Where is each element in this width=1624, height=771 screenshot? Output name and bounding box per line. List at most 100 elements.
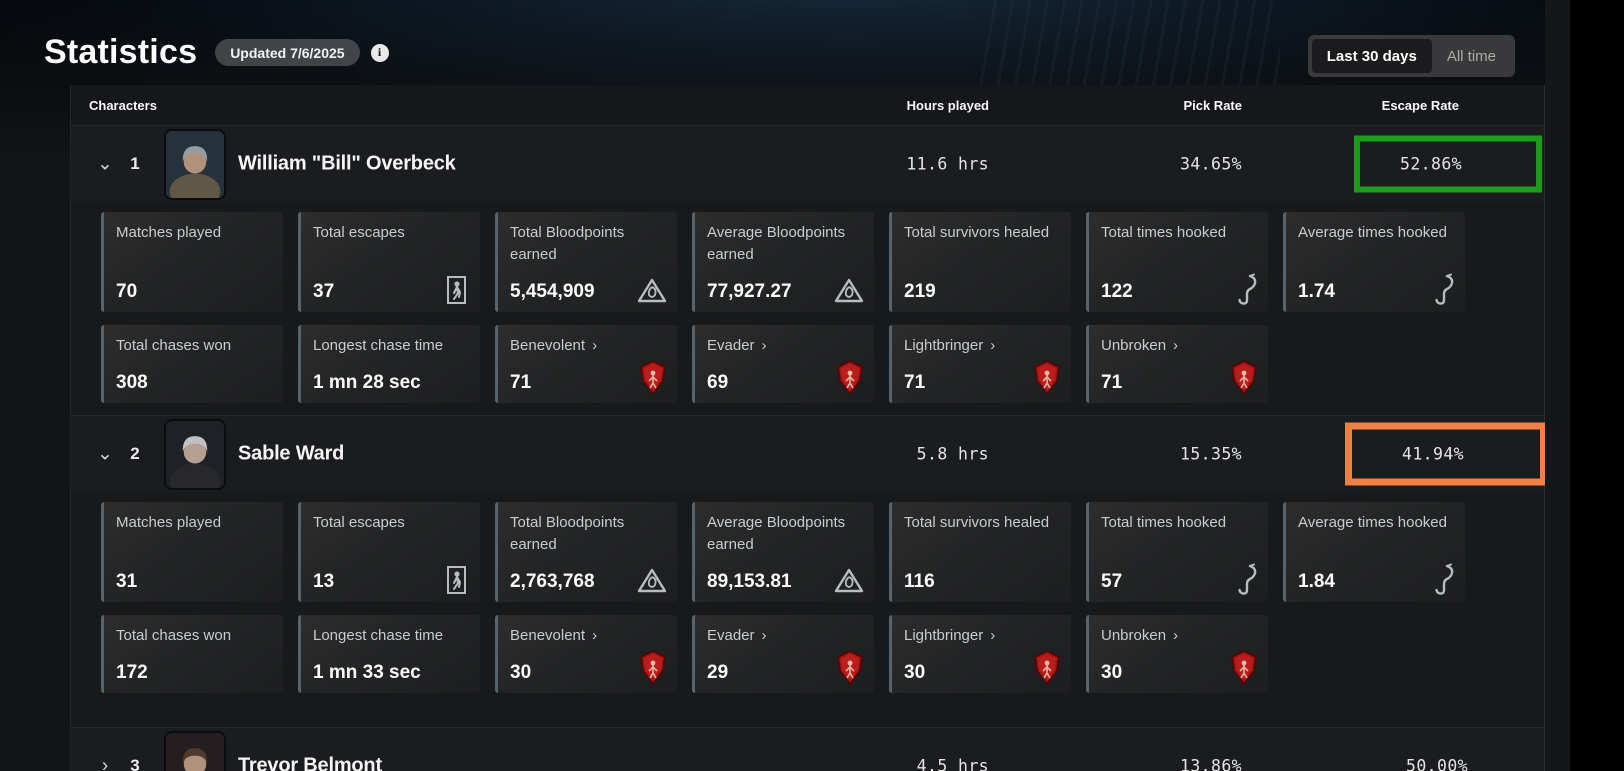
stat-card: Matches played 31 — [101, 502, 283, 602]
character-name: Sable Ward — [238, 442, 345, 465]
stat-label: Total chases won — [116, 337, 232, 354]
stat-card: Average times hooked 1.74 — [1283, 212, 1465, 312]
emblem-icon — [1227, 650, 1259, 686]
stat-card: Average Bloodpoints earned 89,153.81 — [692, 502, 874, 602]
character-rows: ⌄ 1 William "Bill" Overbeck 11.6 hrs 34.… — [71, 125, 1547, 771]
stat-card: Total times hooked 57 — [1086, 502, 1268, 602]
stat-card: Total times hooked 122 — [1086, 212, 1268, 312]
stat-label: Matches played — [116, 224, 222, 241]
stat-card: Longest chase time 1 mn 33 sec — [298, 615, 480, 693]
character-section: ⌄ 2 Sable Ward 5.8 hrs 15.35% 41.94% Mat… — [71, 415, 1547, 727]
escape-door-icon — [439, 271, 471, 305]
stat-value: 29 — [707, 662, 729, 683]
stat-card: Total survivors healed 219 — [889, 212, 1071, 312]
stat-label: Total escapes — [313, 514, 405, 531]
character-row[interactable]: › 3 Trevor Belmont 4.5 hrs 13.86% 50.00% — [71, 727, 1544, 771]
stat-value: 219 — [904, 281, 936, 302]
hook-icon — [1424, 561, 1456, 595]
stat-value: 37 — [313, 281, 335, 302]
stat-value: 77,927.27 — [707, 281, 792, 302]
app-window: Statistics Updated 7/6/2025 i Last 30 da… — [0, 0, 1570, 771]
emblem-link-card[interactable]: Benevolent › 71 — [495, 325, 677, 403]
column-header-hours-played: Hours played — [906, 98, 989, 113]
character-portrait — [164, 129, 226, 200]
chevron-right-icon: › — [592, 627, 598, 644]
emblem-icon — [636, 360, 668, 396]
character-name: Trevor Belmont — [238, 754, 382, 771]
stat-value: 2,763,768 — [510, 571, 595, 592]
stat-value: 57 — [1101, 571, 1123, 592]
chevron-down-icon[interactable]: ⌄ — [97, 153, 113, 175]
stat-cards: Matches played 31 Total escapes 13 Total… — [71, 492, 1544, 727]
table-header-row: Characters Hours played Pick Rate Escape… — [71, 85, 1544, 125]
stat-label: Longest chase time — [313, 627, 444, 644]
chevron-right-icon: › — [1173, 337, 1179, 354]
stat-label: Total times hooked — [1101, 514, 1227, 531]
character-portrait — [164, 419, 226, 490]
stat-card: Total escapes 13 — [298, 502, 480, 602]
stat-card: Total escapes 37 — [298, 212, 480, 312]
character-row[interactable]: ⌄ 2 Sable Ward 5.8 hrs 15.35% 41.94% — [71, 415, 1547, 492]
chevron-right-icon[interactable]: › — [101, 755, 109, 771]
hook-icon — [1227, 561, 1259, 595]
character-row[interactable]: ⌄ 1 William "Bill" Overbeck 11.6 hrs 34.… — [71, 125, 1544, 202]
stat-value: 1.84 — [1298, 571, 1335, 592]
character-rank: 1 — [130, 154, 140, 173]
toggle-all-time[interactable]: All time — [1446, 47, 1496, 65]
emblem-link-card[interactable]: Unbroken › 30 — [1086, 615, 1268, 693]
stat-value: 1 mn 28 sec — [313, 372, 421, 393]
pick-rate-value: 15.35% — [1179, 444, 1242, 464]
statistics-table: Characters Hours played Pick Rate Escape… — [70, 85, 1547, 771]
stat-card: Matches played 70 — [101, 212, 283, 312]
hours-played-value: 4.5 hrs — [916, 756, 989, 771]
stat-value: 122 — [1101, 281, 1133, 302]
stat-label: Total survivors healed — [904, 224, 1050, 241]
emblem-link-card[interactable]: Evader › 29 — [692, 615, 874, 693]
emblem-icon — [1030, 360, 1062, 396]
emblem-link-card[interactable]: Unbroken › 71 — [1086, 325, 1268, 403]
stat-value: 89,153.81 — [707, 571, 792, 592]
column-header-characters: Characters — [89, 98, 157, 113]
stat-label: Lightbringer — [904, 627, 984, 644]
stat-value: 116 — [904, 571, 935, 592]
stat-label: Total Bloodpoints earned — [510, 224, 625, 263]
emblem-icon — [636, 650, 668, 686]
stat-value: 31 — [116, 571, 138, 592]
info-icon[interactable]: i — [370, 43, 389, 62]
stat-card-grid: Total chases won 308 Longest chase time … — [101, 325, 1544, 403]
emblem-link-card[interactable]: Benevolent › 30 — [495, 615, 677, 693]
column-header-escape-rate: Escape Rate — [1381, 98, 1459, 113]
stat-card: Average Bloodpoints earned 77,927.27 — [692, 212, 874, 312]
emblem-icon — [1227, 360, 1259, 396]
stat-label: Total Bloodpoints earned — [510, 514, 625, 553]
escape-rate-highlight-box: 41.94% — [1345, 422, 1547, 486]
toggle-last-30-days[interactable]: Last 30 days — [1311, 39, 1432, 73]
bloodpoints-icon — [833, 271, 865, 305]
page-header: Statistics Updated 7/6/2025 i — [44, 33, 389, 72]
emblem-link-card[interactable]: Lightbringer › 71 — [889, 325, 1071, 403]
emblem-link-card[interactable]: Lightbringer › 30 — [889, 615, 1071, 693]
bloodpoints-icon — [636, 271, 668, 305]
hook-icon — [1227, 271, 1259, 305]
stat-card-grid: Total chases won 172 Longest chase time … — [101, 615, 1544, 693]
stat-label: Unbroken — [1101, 627, 1167, 644]
emblem-link-card[interactable]: Evader › 69 — [692, 325, 874, 403]
page-title: Statistics — [44, 33, 198, 71]
chevron-down-icon[interactable]: ⌄ — [97, 443, 113, 465]
stat-value: 5,454,909 — [510, 281, 595, 302]
pick-rate-value: 34.65% — [1179, 154, 1242, 174]
stat-label: Lightbringer — [904, 337, 984, 354]
scroll-gutter[interactable] — [1545, 0, 1570, 771]
stat-card: Total survivors healed 116 — [889, 502, 1071, 602]
emblem-icon — [1030, 650, 1062, 686]
stat-value: 71 — [904, 372, 926, 393]
escape-rate-highlight-box: 52.86% — [1354, 135, 1542, 193]
stat-value: 70 — [116, 281, 138, 302]
stat-value: 71 — [510, 372, 532, 393]
stat-label: Unbroken — [1101, 337, 1167, 354]
escape-door-icon — [439, 561, 471, 595]
stat-card: Longest chase time 1 mn 28 sec — [298, 325, 480, 403]
stat-value: 172 — [116, 662, 148, 683]
stat-label: Average Bloodpoints earned — [707, 514, 846, 553]
character-rank: 3 — [130, 756, 140, 771]
